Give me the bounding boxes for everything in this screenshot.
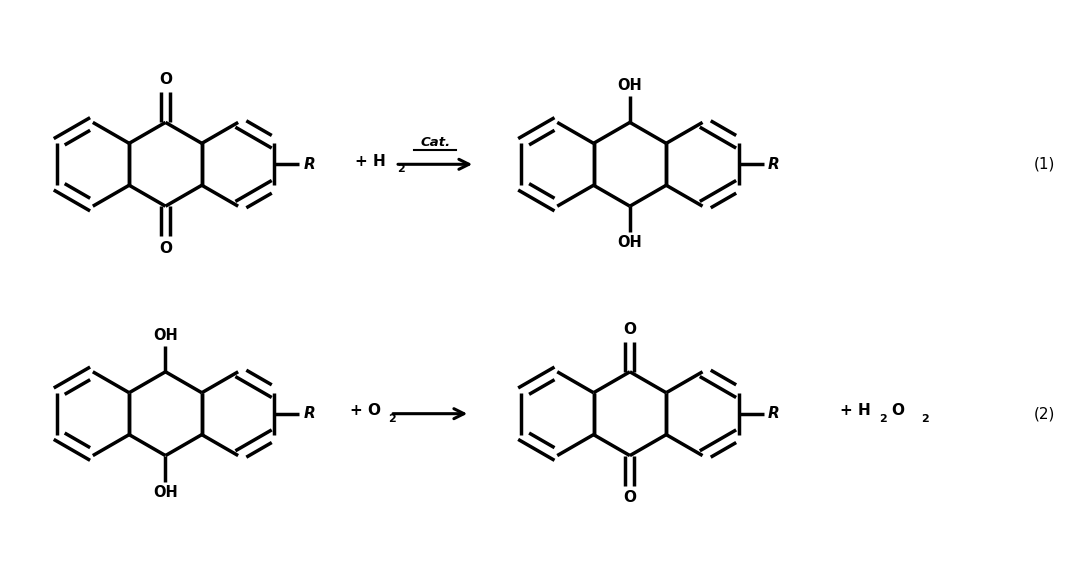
Text: 2: 2 [879, 414, 888, 424]
Text: OH: OH [153, 485, 177, 500]
Text: + O: + O [350, 403, 381, 418]
Text: + H: + H [840, 403, 870, 418]
Text: R: R [768, 157, 780, 172]
Text: R: R [304, 157, 316, 172]
Text: OH: OH [618, 79, 642, 93]
Text: O: O [623, 322, 636, 337]
Text: O: O [159, 72, 172, 88]
Text: (2): (2) [1034, 406, 1055, 421]
Text: OH: OH [153, 328, 177, 343]
Text: O: O [891, 403, 904, 418]
Text: 2: 2 [388, 414, 396, 424]
Text: + H: + H [356, 154, 386, 169]
Text: O: O [159, 241, 172, 256]
Text: R: R [304, 406, 316, 421]
Text: 2: 2 [922, 414, 929, 424]
Text: OH: OH [618, 235, 642, 250]
Text: Cat.: Cat. [420, 137, 450, 149]
Text: (1): (1) [1034, 157, 1055, 172]
Text: O: O [623, 490, 636, 505]
Text: 2: 2 [397, 164, 405, 174]
Text: R: R [768, 406, 780, 421]
